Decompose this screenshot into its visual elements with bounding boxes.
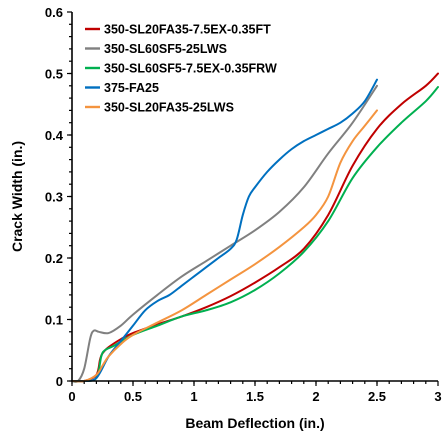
y-tick-label: 0.1 <box>45 313 63 328</box>
y-tick-label: 0.5 <box>45 67 63 82</box>
legend-item: 350-SL60SF5-7.5EX-0.35FRW <box>85 62 277 76</box>
series-line-1 <box>71 72 439 383</box>
series-line-2 <box>71 84 378 383</box>
x-tick-label: 1 <box>190 389 197 404</box>
y-axis-title: Crack Width (in.) <box>9 141 25 252</box>
x-ticks: 0 0.5 1 1.5 2 2.5 3 <box>68 381 442 404</box>
legend-label: 350-SL60SF5-7.5EX-0.35FRW <box>104 62 277 76</box>
series-line-3 <box>71 86 439 383</box>
y-tick-label: 0.2 <box>45 251 63 266</box>
y-ticks: 0 0.1 0.2 0.3 0.4 0.5 0.6 <box>45 5 72 389</box>
legend-item: 375-FA25 <box>85 81 159 95</box>
series-line-5 <box>71 109 378 383</box>
y-tick-label: 0.6 <box>45 5 63 20</box>
y-tick-label: 0.3 <box>45 190 63 205</box>
legend-label: 350-SL20FA35-7.5EX-0.35FT <box>104 23 271 37</box>
legend-label: 375-FA25 <box>104 81 159 95</box>
x-tick-label: 2.5 <box>368 389 386 404</box>
legend-label: 350-SL20FA35-25LWS <box>104 101 234 115</box>
y-tick-label: 0.4 <box>45 128 64 143</box>
series-layer <box>71 72 439 383</box>
series-line-4 <box>71 78 378 383</box>
legend-item: 350-SL20FA35-7.5EX-0.35FT <box>85 23 271 37</box>
x-tick-label: 3 <box>434 389 441 404</box>
legend-label: 350-SL60SF5-25LWS <box>104 42 227 56</box>
x-tick-label: 0.5 <box>124 389 142 404</box>
legend-item: 350-SL60SF5-25LWS <box>85 42 227 56</box>
x-tick-label: 1.5 <box>246 389 264 404</box>
x-axis-title: Beam Deflection (in.) <box>185 415 324 431</box>
legend: 350-SL20FA35-7.5EX-0.35FT 350-SL60SF5-25L… <box>85 23 277 115</box>
y-tick-label: 0 <box>56 374 63 389</box>
x-tick-label: 0 <box>68 389 75 404</box>
axes-layer: 0 0.1 0.2 0.3 0.4 0.5 0.6 0 0.5 1 1.5 2 2.5 3 <box>45 5 442 404</box>
legend-item: 350-SL20FA35-25LWS <box>85 101 234 115</box>
x-tick-label: 2 <box>312 389 319 404</box>
